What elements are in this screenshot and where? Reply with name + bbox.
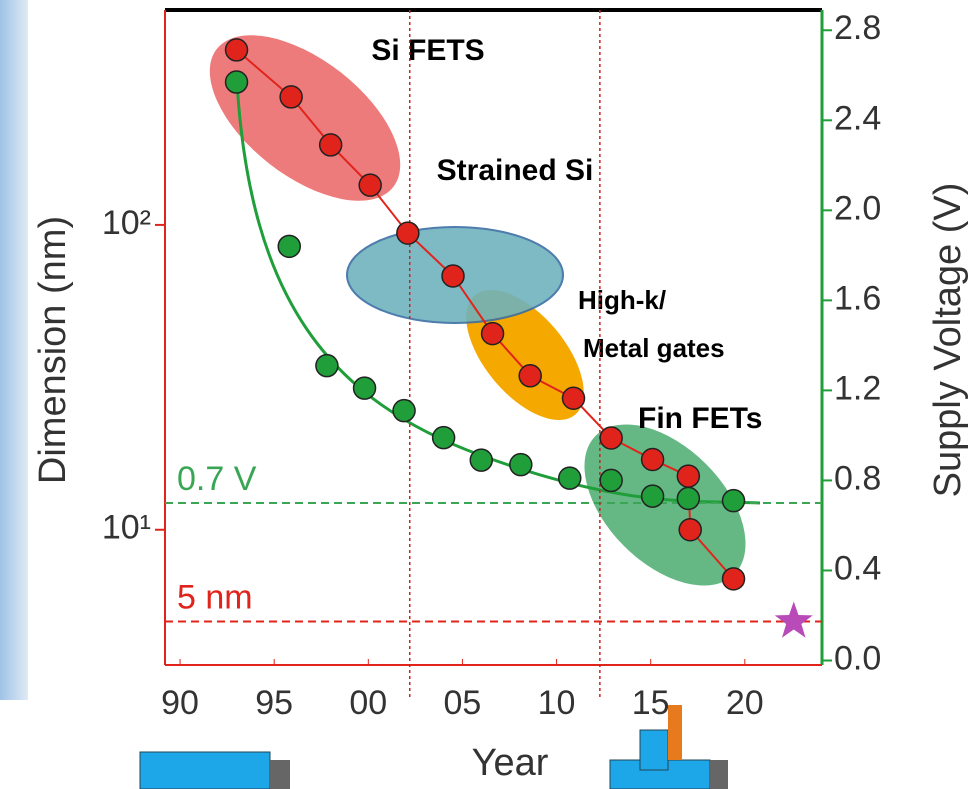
bottom-icons	[139, 705, 728, 789]
planar-icon-side	[270, 760, 290, 789]
annotation: Strained Si	[437, 154, 594, 187]
finfet-region	[584, 424, 746, 586]
y-axis-label: Dimension (nm)	[32, 216, 74, 484]
data-point	[358, 173, 382, 197]
fin-icon-side	[710, 760, 728, 789]
data-point	[431, 425, 456, 450]
y-tick-label: 10¹	[102, 509, 151, 547]
annotation: Metal gates	[583, 333, 725, 363]
data-point	[224, 38, 249, 62]
data-point	[557, 466, 582, 490]
y2-tick-label: 0.8	[834, 459, 881, 497]
star-marker	[774, 601, 813, 638]
annotation: Si FETS	[371, 34, 484, 67]
x-tick-label: 95	[255, 684, 293, 722]
data-point	[480, 321, 505, 346]
data-point	[676, 486, 701, 511]
annotation: High-k/	[578, 285, 666, 315]
data-point	[676, 464, 701, 488]
data-point	[721, 488, 746, 513]
reference-label: 5 nm	[177, 578, 253, 616]
y2-tick-label: 2.8	[834, 9, 881, 47]
data-point	[441, 264, 465, 288]
fin-icon-fin	[639, 729, 669, 771]
reference-label: 0.7 V	[177, 460, 257, 498]
x-tick-label: 00	[349, 684, 387, 722]
data-point	[640, 447, 665, 472]
data-point	[279, 85, 303, 109]
data-point	[392, 398, 416, 423]
data-point	[721, 567, 746, 591]
data-point	[509, 452, 533, 477]
data-point	[318, 133, 343, 157]
x-axis-label: Year	[472, 742, 549, 784]
fin-icon-gate	[668, 705, 682, 760]
background-strip	[0, 0, 28, 700]
x-tick-label: 15	[632, 684, 670, 722]
y2-axis-label: Supply Voltage (V)	[927, 183, 969, 498]
annotation: Fin FETs	[638, 402, 762, 435]
data-point	[315, 353, 339, 378]
x-tick-label: 90	[161, 684, 199, 722]
y2-tick-label: 1.6	[834, 279, 881, 317]
data-point	[599, 426, 623, 450]
data-point	[224, 70, 249, 94]
x-tick-label: 05	[444, 684, 482, 722]
data-point	[277, 234, 301, 259]
y2-tick-label: 0.4	[834, 549, 881, 587]
y2-tick-label: 1.2	[834, 369, 881, 407]
data-point	[640, 484, 665, 508]
data-point	[518, 364, 542, 388]
data-point	[469, 448, 494, 472]
data-point	[352, 376, 377, 400]
x-tick-label: 10	[538, 684, 576, 722]
y2-tick-label: 0.0	[834, 639, 881, 677]
si-fets-region	[209, 35, 401, 201]
highlights	[164, 8, 824, 666]
y2-tick-label: 2.4	[834, 99, 881, 137]
data-point	[396, 221, 420, 245]
data-point	[561, 386, 586, 411]
planar-icon	[139, 751, 271, 789]
x-tick-label: 20	[726, 684, 764, 722]
data-point	[599, 468, 623, 493]
y-tick-label: 10²	[102, 204, 151, 242]
y2-tick-label: 2.0	[834, 189, 881, 227]
data-point	[678, 517, 702, 542]
